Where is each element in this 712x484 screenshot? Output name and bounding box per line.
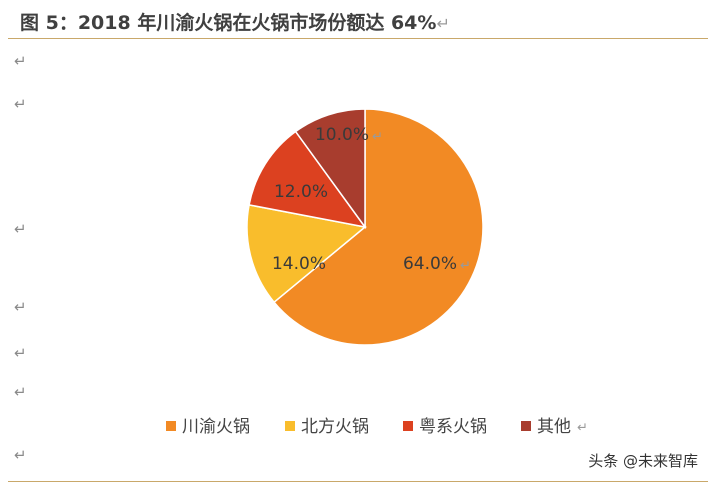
data-label-chuanyu: 64.0% [403, 254, 457, 274]
legend-label-yuexi: 粤系火锅 [419, 417, 487, 437]
data-label-beifang: 14.0% [272, 254, 326, 274]
pie-slices [246, 108, 484, 346]
legend-swatch-qita [521, 421, 531, 431]
paragraph-mark-icon: ↵ [14, 446, 27, 464]
legend-swatch-beifang [285, 421, 295, 431]
figure-title-text: 图 5：2018 年川渝火锅在火锅市场份额达 64% [20, 12, 437, 34]
pie-slice-beifang [246, 204, 367, 304]
return-mark-icon: ↵ [372, 130, 383, 145]
legend-swatch-chuanyu [166, 421, 176, 431]
chart-legend: 川渝火锅 北方火锅 粤系火锅 其他 ↵ [166, 417, 588, 437]
watermark: 头条 @未来智库 [588, 452, 698, 470]
legend-label-chuanyu: 川渝火锅 [182, 417, 250, 437]
legend-label-beifang: 北方火锅 [301, 417, 369, 437]
return-mark-icon: ↵ [577, 421, 588, 436]
return-mark-icon: ↵ [436, 14, 450, 33]
paragraph-mark-icon: ↵ [14, 383, 27, 401]
data-label-qita: 10.0% [315, 125, 369, 145]
pie-slice-chuanyu [273, 108, 484, 346]
return-mark-icon: ↵ [460, 259, 471, 274]
paragraph-mark-icon: ↵ [14, 95, 27, 113]
data-label-yuexi: 12.0% [274, 182, 328, 202]
figure-title: 图 5：2018 年川渝火锅在火锅市场份额达 64%↵ [20, 8, 450, 35]
pie-data-labels: 64.0% ↵14.0%12.0%10.0% ↵ [272, 125, 471, 274]
paragraph-mark-icon: ↵ [14, 344, 27, 362]
pie-slice-qita [294, 108, 366, 230]
paragraph-mark-icon: ↵ [14, 52, 27, 70]
legend-label-qita: 其他 [537, 417, 571, 437]
paragraph-mark-icon: ↵ [14, 298, 27, 316]
legend-swatch-yuexi [403, 421, 413, 431]
pie-slice-yuexi [248, 130, 367, 229]
bottom-divider [8, 481, 708, 482]
top-divider [8, 38, 708, 39]
paragraph-mark-icon: ↵ [14, 220, 27, 238]
